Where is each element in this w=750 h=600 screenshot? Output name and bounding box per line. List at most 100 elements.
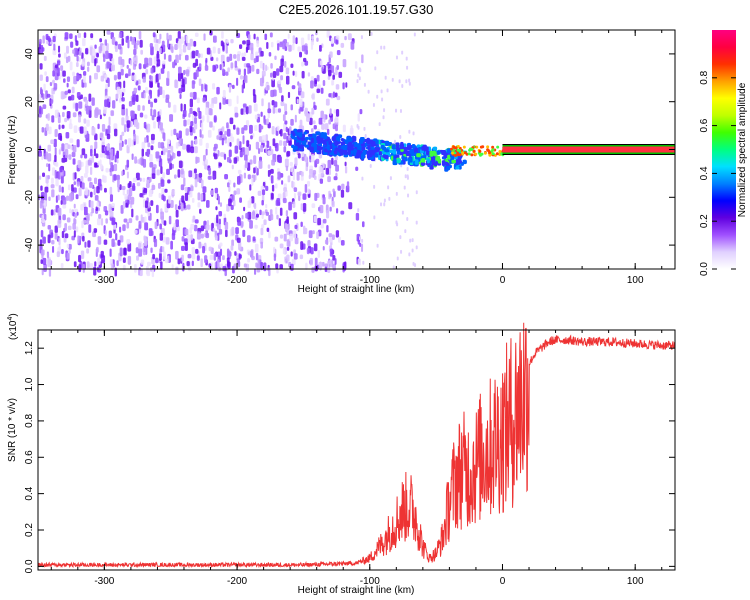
spectrogram-cell [254, 243, 259, 253]
spectrogram-cell [271, 184, 275, 192]
spectrogram-cell [76, 62, 79, 68]
spectrogram-cell [51, 177, 54, 184]
spectrogram-cell [335, 84, 340, 90]
spectrogram-cell [177, 30, 181, 40]
spectrogram-cell [304, 45, 308, 55]
spectrogram-cell [304, 144, 310, 148]
spectrogram-cell [38, 47, 41, 55]
spectrogram-cell [411, 238, 414, 243]
spectrogram-cell [383, 108, 386, 113]
spectrogram-cell [41, 214, 45, 220]
spectrogram-cell [226, 261, 230, 267]
spectrogram-cell [52, 79, 55, 84]
spectrogram-cell [74, 213, 78, 219]
spectrogram-cell [194, 146, 198, 154]
spectrogram-cell [83, 153, 88, 159]
spectrogram-cell [234, 60, 238, 68]
spectrogram-cell [76, 139, 80, 148]
spectrogram-cell [109, 211, 114, 218]
spectrogram-cell [144, 200, 148, 209]
spectrogram-cell [100, 250, 104, 258]
spectrogram-cell [436, 150, 441, 155]
spectrogram-cell [56, 251, 60, 258]
spectrogram-cell [331, 157, 334, 165]
spectrogram-cell [355, 153, 360, 159]
spectrogram-cell [83, 71, 87, 76]
spectrogram-cell [156, 38, 159, 44]
spectrogram-cell [94, 261, 97, 267]
spectrogram-cell [233, 124, 236, 130]
spectrogram-cell [136, 182, 141, 187]
spectrogram-cell [160, 68, 165, 74]
spectrogram-cell [173, 222, 176, 231]
spectrogram-cell [73, 75, 78, 85]
spectrogram-cell [223, 213, 226, 219]
y-tick-label: 20 [24, 96, 35, 108]
spectrogram-cell [184, 54, 189, 61]
spectrogram-cell [107, 78, 110, 88]
spectrogram-cell [177, 169, 181, 178]
spectrogram-cell [310, 128, 314, 133]
y-tick-label: 40 [24, 48, 35, 60]
spectrogram-cell [159, 232, 164, 241]
spectrogram-cell [135, 135, 139, 145]
spectrogram-cell [102, 44, 106, 54]
spectrogram-cell [294, 114, 297, 123]
spectrogram-cell [268, 231, 271, 239]
spectrogram-cell [159, 47, 162, 54]
spectrogram-cell [65, 131, 70, 139]
spectrogram-cell [136, 255, 140, 261]
spectrogram-cell [304, 60, 309, 66]
spectrogram-cell [167, 71, 170, 79]
carrier-band [502, 144, 675, 155]
spectrogram-cell [123, 218, 128, 223]
spectrogram-cell [399, 109, 402, 114]
spectrogram-cell [376, 243, 379, 248]
spectrogram-cell [133, 229, 138, 234]
spectrogram-cell [194, 168, 197, 174]
spectrogram-cell [87, 159, 91, 166]
spectrogram-cell [67, 144, 71, 149]
spectrogram-cell [271, 192, 274, 200]
spectrogram-cell [190, 121, 194, 127]
spectrogram-cell [265, 185, 269, 192]
spectrogram-cell [244, 75, 248, 84]
spectrogram-cell [150, 101, 153, 108]
spectrogram-cell [143, 235, 146, 241]
spectrogram-cell [266, 140, 270, 149]
spectrogram-cell [209, 108, 213, 116]
spectrogram-cell [255, 262, 258, 268]
y-tick-label: 1.2 [24, 341, 35, 355]
spectrogram-cell [115, 233, 118, 241]
spectrogram-cell [356, 123, 359, 128]
spectrogram-cell [249, 42, 254, 51]
spectrogram-cell [265, 134, 268, 143]
spectrogram-cell [75, 226, 79, 233]
spectrogram-cell [210, 190, 214, 196]
spectrogram-cell [180, 184, 185, 191]
spectrogram-cell [317, 138, 322, 144]
spectrogram-cell [39, 105, 42, 115]
spectrogram-cell [277, 79, 282, 85]
spectrogram-cell [293, 212, 298, 220]
spectrogram-cell [116, 158, 119, 164]
spectrogram-cell [311, 203, 316, 209]
spectrogram-cell [155, 73, 159, 83]
spectrogram-cell [162, 60, 166, 65]
spectrogram-cell [416, 153, 421, 158]
spectrogram-cell [150, 200, 154, 207]
spectrogram-cell [46, 93, 51, 98]
spectrogram-cell [42, 35, 45, 44]
spectrogram-cell [222, 134, 226, 139]
spectrogram-cell [236, 188, 241, 195]
spectrogram-cell [85, 165, 89, 174]
spectrogram-cell [249, 220, 253, 229]
spectrogram-cell [333, 159, 338, 167]
spectrogram-cell [344, 166, 348, 174]
spectrogram-cell [261, 70, 266, 77]
spectrogram-cell [191, 260, 194, 267]
spectrogram-cell [53, 43, 56, 51]
spectrogram-cell [76, 91, 81, 99]
spectrogram-cell [305, 262, 308, 270]
spectrogram-cell [270, 41, 274, 48]
